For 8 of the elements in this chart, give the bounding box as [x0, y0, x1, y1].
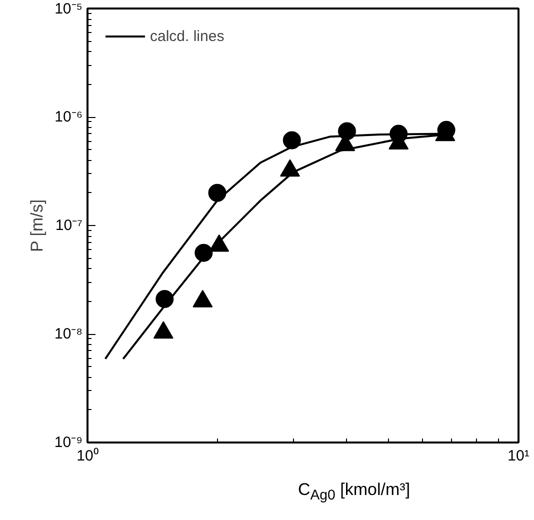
- y-axis-title: P [m/s]: [27, 199, 46, 252]
- x-axis-title: C$_{Ag0}$ [kmol/m³]: [298, 479, 410, 506]
- y-tick-label: 10⁻⁸: [54, 326, 83, 342]
- legend-label: calcd. lines: [150, 28, 224, 44]
- y-tick-label: 10⁻⁵: [54, 0, 83, 18]
- y-tick-label: 10⁻⁷: [55, 217, 83, 234]
- x-tick-label: 10¹: [508, 448, 530, 464]
- y-tick-label: 10⁻⁶: [54, 108, 82, 126]
